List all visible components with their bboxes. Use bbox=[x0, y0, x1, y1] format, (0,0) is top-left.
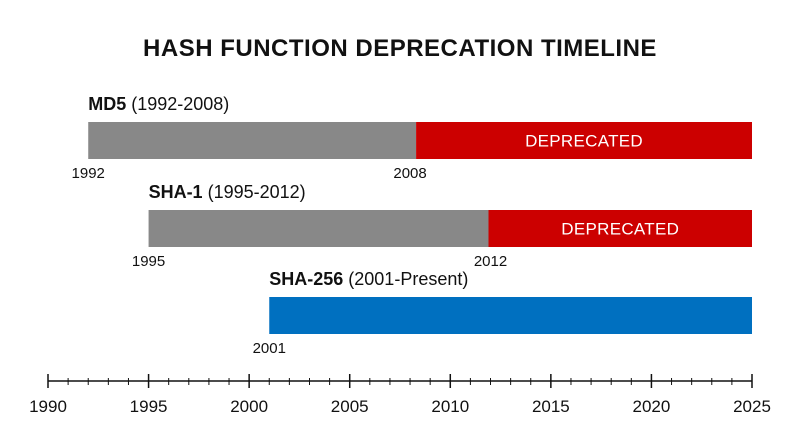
row-label: MD5 (1992-2008) bbox=[88, 94, 229, 114]
year-label: 2008 bbox=[393, 165, 426, 182]
row-range: (1992-2008) bbox=[131, 94, 229, 114]
tick-label: 2015 bbox=[532, 397, 570, 416]
tick-label: 2000 bbox=[230, 397, 268, 416]
active-segment bbox=[148, 210, 489, 247]
tick-label: 1995 bbox=[130, 397, 168, 416]
year-label: 2012 bbox=[474, 253, 507, 270]
tick-label: 2005 bbox=[331, 397, 369, 416]
row-md5: MD5 (1992-2008) DEPRECATED 1992 2008 bbox=[72, 94, 752, 182]
year-label: 2001 bbox=[253, 340, 286, 357]
current-segment bbox=[269, 297, 752, 334]
x-axis: 1990 1995 2000 2005 2010 2015 2020 2025 bbox=[29, 374, 771, 416]
row-range: (2001-Present) bbox=[348, 269, 468, 289]
tick-label: 2020 bbox=[633, 397, 671, 416]
deprecated-segment bbox=[416, 122, 752, 159]
deprecated-segment bbox=[488, 210, 752, 247]
row-sha-1: SHA-1 (1995-2012) DEPRECATED 1995 2012 bbox=[132, 182, 752, 270]
row-name: SHA-256 bbox=[269, 269, 343, 289]
tick-label: 1990 bbox=[29, 397, 67, 416]
tick-label: 2010 bbox=[431, 397, 469, 416]
year-label: 1992 bbox=[72, 165, 105, 182]
row-name: SHA-1 bbox=[149, 182, 203, 202]
row-name: MD5 bbox=[88, 94, 126, 114]
deprecated-label: DEPRECATED bbox=[525, 132, 643, 151]
row-range: (1995-2012) bbox=[208, 182, 306, 202]
chart-title: HASH FUNCTION DEPRECATION TIMELINE bbox=[143, 35, 657, 62]
year-label: 1995 bbox=[132, 253, 165, 270]
active-segment bbox=[88, 122, 417, 159]
tick-label: 2025 bbox=[733, 397, 771, 416]
row-label: SHA-256 (2001-Present) bbox=[269, 269, 468, 289]
row-sha-256: SHA-256 (2001-Present) 2001 bbox=[253, 269, 752, 357]
row-label: SHA-1 (1995-2012) bbox=[149, 182, 306, 202]
deprecated-label: DEPRECATED bbox=[561, 220, 679, 239]
